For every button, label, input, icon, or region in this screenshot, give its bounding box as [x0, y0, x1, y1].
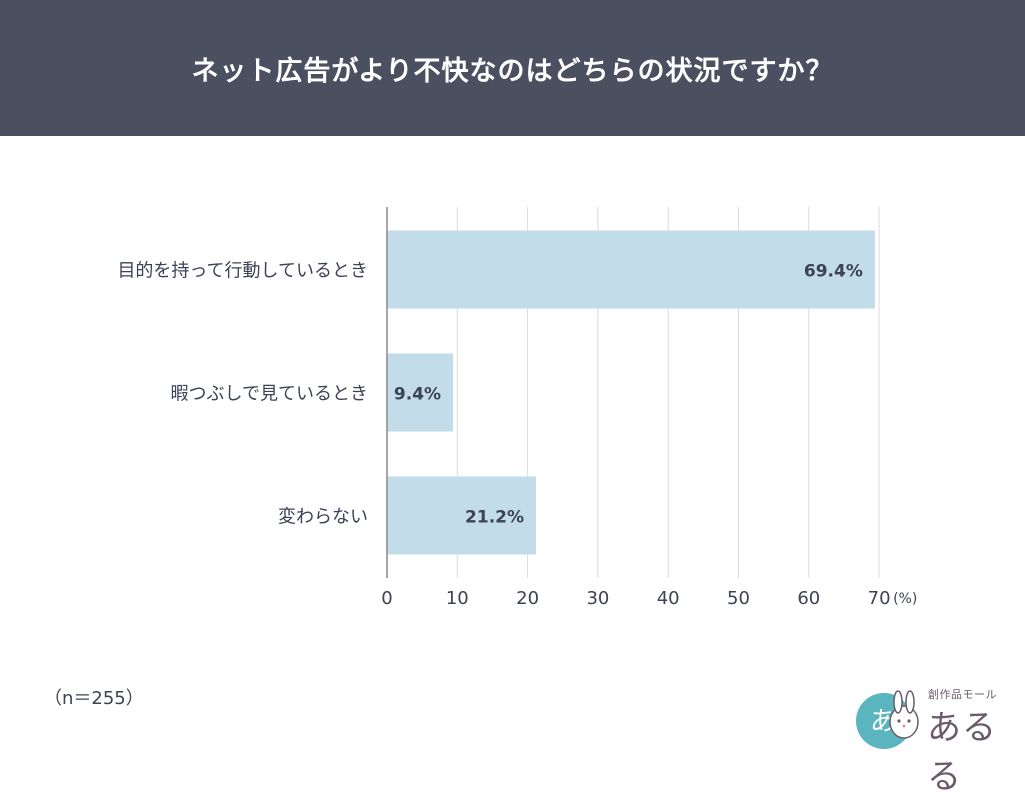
- x-tick-label: 0: [381, 588, 392, 609]
- x-tick-label: 30: [586, 588, 609, 609]
- logo-tagline: 創作品モール: [928, 688, 997, 701]
- x-tick-label: 60: [797, 588, 820, 609]
- category-label: 目的を持って行動しているとき: [117, 261, 368, 282]
- data-label: 21.2%: [465, 508, 524, 528]
- bar: [387, 476, 537, 555]
- x-tick-label: 40: [657, 588, 680, 609]
- logo-icon: あ: [856, 690, 919, 749]
- x-tick-label: 70: [868, 588, 891, 609]
- x-tick-label: 20: [516, 588, 539, 609]
- header-banner: ネット広告がより不快なのはどちらの状況ですか？: [0, 0, 1025, 136]
- category-label: 暇つぶしで見ているとき: [171, 384, 368, 405]
- sample-size-note: （n＝255）: [44, 688, 144, 709]
- bar-chart: 0 10 20 30 40 50 60 70 (%) 目的を持って行動しているとき 69.4% 暇つぶ…: [117, 207, 917, 609]
- x-unit-label: (%): [893, 591, 917, 607]
- chart-title: ネット広告がより不快なのはどちらの状況ですか？: [191, 55, 834, 87]
- x-tick-label: 10: [446, 588, 469, 609]
- bar: [387, 353, 454, 432]
- bar: [387, 230, 875, 309]
- logo-name: あるる: [927, 708, 997, 797]
- data-label: 69.4%: [804, 262, 863, 282]
- data-label: 9.4%: [394, 385, 441, 405]
- x-tick-label: 50: [727, 588, 750, 609]
- category-label: 変わらない: [278, 507, 368, 528]
